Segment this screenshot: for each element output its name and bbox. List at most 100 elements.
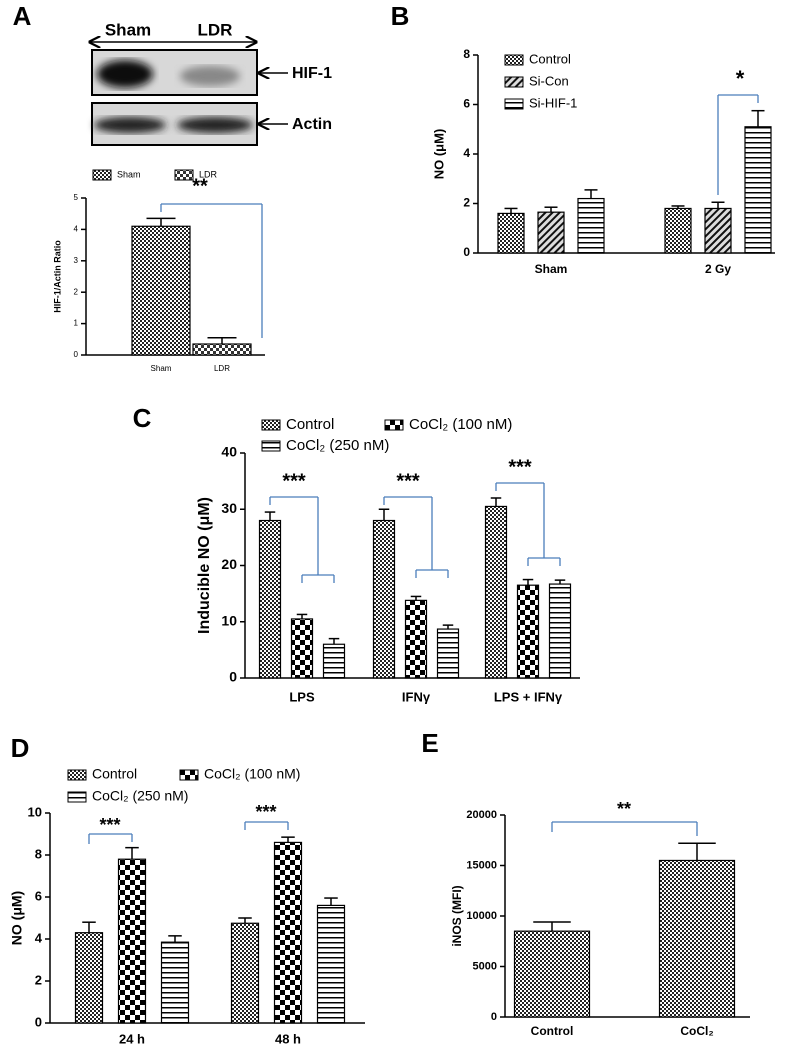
legend-label: CoCl₂ (250 nM) <box>92 788 188 804</box>
significance-label: ** <box>617 799 631 819</box>
bar <box>74 932 104 1024</box>
y-tick-label: 0 <box>74 350 79 359</box>
y-tick-label: 10 <box>221 612 237 628</box>
bar <box>192 343 252 356</box>
band <box>94 117 166 133</box>
bar <box>230 922 260 1024</box>
y-tick-label: 5000 <box>473 960 497 972</box>
legend-label: CoCl₂ (100 nM) <box>204 766 300 782</box>
y-axis-label: NO (μM) <box>431 129 446 180</box>
y-tick-label: 20000 <box>466 809 497 821</box>
y-tick-label: 8 <box>35 846 42 861</box>
y-tick-label: 20 <box>221 556 237 572</box>
western-blot: A Sham LDR HIF-1 Actin <box>13 1 332 146</box>
y-tick-label: 0 <box>491 1011 497 1023</box>
bar <box>548 583 572 679</box>
y-tick-label: 40 <box>221 444 237 460</box>
y-tick-label: 3 <box>74 256 79 265</box>
y-axis-label: NO (μM) <box>9 891 25 945</box>
x-tick-label: CoCl₂ <box>680 1024 713 1038</box>
bar <box>131 225 191 356</box>
y-axis-label: Inducible NO (μM) <box>196 497 213 634</box>
bar <box>316 904 346 1024</box>
significance-label: *** <box>508 456 532 478</box>
legend-swatch <box>261 440 281 452</box>
bar <box>273 841 303 1024</box>
x-tick-label: LPS + IFNγ <box>494 689 563 704</box>
y-tick-label: 4 <box>463 146 470 160</box>
y-tick-label: 8 <box>463 47 470 61</box>
y-tick-label: 0 <box>463 245 470 259</box>
x-tick-label: LPS <box>289 689 315 704</box>
band <box>180 66 240 86</box>
panel-letter: D <box>11 733 30 763</box>
x-tick-label: 48 h <box>275 1031 301 1046</box>
y-axis-label: HIF-1/Actin Ratio <box>52 240 62 313</box>
x-tick-label: Sham <box>151 364 172 373</box>
band-label: HIF-1 <box>292 65 332 82</box>
legend-label: CoCl₂ (100 nM) <box>409 416 512 433</box>
bar <box>704 207 732 254</box>
legend-swatch <box>261 419 281 431</box>
y-tick-label: 15000 <box>466 859 497 871</box>
bar <box>372 519 396 679</box>
y-tick-label: 4 <box>35 930 43 945</box>
y-tick-label: 10 <box>28 804 42 819</box>
y-tick-label: 10000 <box>466 910 497 922</box>
significance-label: * <box>736 66 745 91</box>
bar <box>658 859 736 1018</box>
bar <box>290 618 314 679</box>
legend-swatch <box>92 169 112 181</box>
significance-label: *** <box>99 815 120 835</box>
y-tick-label: 0 <box>35 1014 42 1029</box>
legend-swatch <box>504 98 524 110</box>
bar <box>513 930 591 1018</box>
panel-letter: E <box>421 728 438 758</box>
bar <box>404 599 428 679</box>
legend-swatch <box>67 791 87 803</box>
legend-swatch <box>179 769 199 781</box>
band-label: Actin <box>292 116 332 133</box>
significance-label: *** <box>396 470 420 492</box>
legend-swatch <box>174 169 194 181</box>
band <box>177 117 253 133</box>
legend-swatch <box>67 769 87 781</box>
panel-letter: C <box>133 403 152 433</box>
significance-label: *** <box>255 802 276 822</box>
x-tick-label: Sham <box>535 262 568 276</box>
x-tick-label: LDR <box>214 364 230 373</box>
bar <box>322 643 346 679</box>
lane-label: Sham <box>105 20 151 39</box>
bar <box>258 519 282 679</box>
y-tick-label: 30 <box>221 500 237 516</box>
bar <box>484 505 508 679</box>
bar <box>497 212 525 254</box>
legend-label: Control <box>529 51 571 66</box>
legend-label: Si-HIF-1 <box>529 95 577 110</box>
legend-label: Control <box>92 766 137 782</box>
x-tick-label: Control <box>531 1024 574 1038</box>
significance-label: ** <box>192 175 208 197</box>
bar <box>160 941 190 1024</box>
panel-letter: B <box>391 1 410 31</box>
y-tick-label: 0 <box>229 669 237 685</box>
bar <box>117 858 147 1024</box>
bar <box>436 628 460 679</box>
significance-label: *** <box>282 470 306 492</box>
bar <box>744 126 772 254</box>
x-tick-label: 2 Gy <box>705 262 731 276</box>
bar <box>664 207 692 254</box>
legend-label: Si-Con <box>529 73 569 88</box>
bar <box>516 584 540 679</box>
y-tick-label: 2 <box>74 287 79 296</box>
y-tick-label: 2 <box>35 972 42 987</box>
legend-label: Control <box>286 416 334 433</box>
x-tick-label: IFNγ <box>402 689 431 704</box>
legend-swatch <box>504 76 524 88</box>
x-tick-label: 24 h <box>119 1031 145 1046</box>
legend-label: CoCl₂ (250 nM) <box>286 437 389 454</box>
y-axis-label: iNOS (MFI) <box>450 885 464 946</box>
bar <box>577 197 605 254</box>
panel-letter: A <box>13 1 32 31</box>
y-tick-label: 2 <box>463 196 470 210</box>
